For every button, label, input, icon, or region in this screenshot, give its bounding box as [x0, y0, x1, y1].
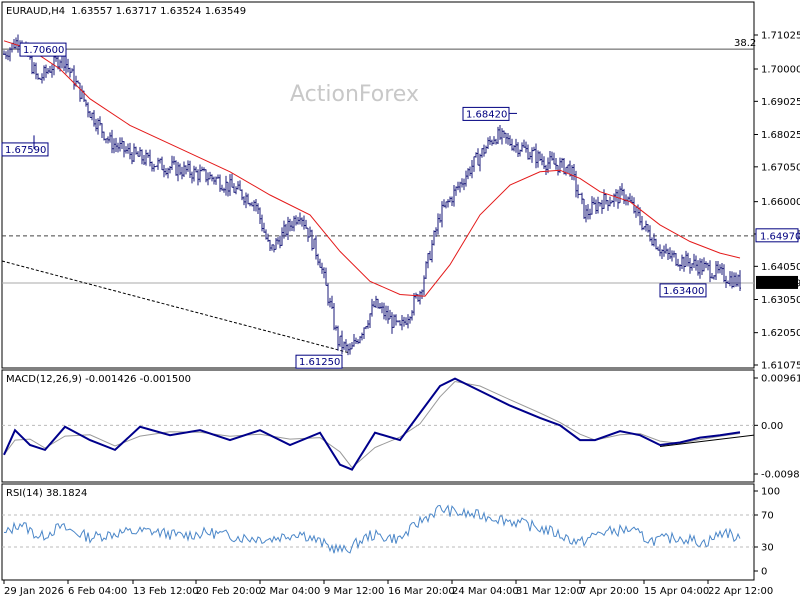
- trendline: [1, 260, 351, 354]
- price-annotation: 1.68420: [466, 109, 507, 120]
- horizontal-levels: 38.2 1.64970 1.63549: [2, 38, 800, 289]
- ma-line: [3, 40, 741, 297]
- time-tick-label: 22 Apr 12:00: [708, 586, 773, 597]
- price-annotation: 1.61250: [299, 357, 340, 368]
- price-annotation-box: [1, 142, 49, 157]
- price-annotation: 1.67590: [5, 145, 46, 156]
- time-tick-label: 7 Apr 20:00: [580, 586, 639, 597]
- resistance-label-box: [755, 228, 799, 243]
- rsi-panel-frame: [1, 483, 755, 581]
- price-annotation-box: [295, 354, 343, 369]
- macd-signal-line: [3, 380, 741, 469]
- price-bars: [3, 34, 741, 356]
- price-tick-label: 1.66000: [761, 197, 800, 208]
- price-tick-label: 1.63050: [761, 295, 800, 306]
- rsi-axis: 100 70 30 0: [2, 487, 780, 578]
- price-tick-label: 1.62050: [761, 328, 800, 339]
- main-panel-frame: [1, 1, 755, 369]
- price-tick-label: 1.67050: [761, 162, 800, 173]
- watermark: ActionForex: [290, 82, 419, 107]
- price-tick-label: 1.70000: [761, 64, 800, 75]
- symbol-label: EURAUD,H4: [6, 6, 65, 17]
- macd-label: MACD(12,26,9) -0.001426 -0.001500: [6, 374, 191, 385]
- time-tick-label: 9 Mar 12:00: [324, 586, 384, 597]
- price-annotation: 1.63400: [663, 286, 704, 297]
- time-tick-label: 24 Mar 04:00: [452, 586, 519, 597]
- price-axis: 1.71025 1.70000 1.69025 1.68025 1.67050 1.660…: [754, 31, 800, 372]
- time-tick-label: 29 Jan 2026: [4, 586, 64, 597]
- price-annotation-box: [659, 283, 707, 298]
- macd-panel-frame: [1, 369, 755, 483]
- macd-tick-label: -0.009892: [761, 470, 800, 481]
- rsi-tick-label: 30: [761, 543, 774, 554]
- macd-trendline: [659, 434, 755, 447]
- macd-tick-label: 0.00: [761, 421, 783, 432]
- macd-lines: [3, 377, 755, 471]
- rsi-tick-label: 70: [761, 511, 774, 522]
- rsi-line: [3, 504, 741, 554]
- macd-axis: 0.009618 0.00 -0.009892: [2, 374, 800, 481]
- price-tick-label: 1.64050: [761, 262, 800, 273]
- time-tick-label: 31 Mar 12:00: [516, 586, 583, 597]
- time-tick-label: 16 Mar 20:00: [388, 586, 455, 597]
- fib-level-label: 38.2: [734, 38, 756, 49]
- price-tick-label: 1.61075: [761, 361, 800, 372]
- price-annotations: 1.70600 1.67590 1.68420 1.61250 1.63400: [1, 42, 707, 369]
- macd-line: [3, 377, 741, 471]
- macd-tick-label: 0.009618: [761, 374, 800, 385]
- rsi-tick-label: 100: [761, 487, 780, 498]
- resistance-label: 1.64970: [760, 231, 800, 242]
- support-trendline: [1, 260, 351, 354]
- time-tick-label: 2 Mar 04:00: [260, 586, 320, 597]
- current-price-label: 1.63549: [760, 278, 800, 289]
- time-tick-label: 20 Feb 20:00: [196, 586, 262, 597]
- ohlc-values: 1.63557 1.63717 1.63524 1.63549: [71, 6, 246, 17]
- moving-average: [3, 40, 741, 297]
- price-tick-label: 1.69025: [761, 97, 800, 108]
- time-tick-label: 13 Feb 12:00: [133, 586, 199, 597]
- rsi-line: [3, 504, 741, 554]
- price-annotation: 1.70600: [23, 45, 64, 56]
- current-price-box: [756, 275, 798, 289]
- price-tick-label: 1.68025: [761, 130, 800, 141]
- rsi-tick-label: 0: [761, 567, 767, 578]
- rsi-label: RSI(14) 38.1824: [6, 488, 87, 499]
- price-tick-label: 1.71025: [761, 31, 800, 42]
- time-tick-label: 6 Feb 04:00: [68, 586, 127, 597]
- time-tick-label: 15 Apr 04:00: [644, 586, 709, 597]
